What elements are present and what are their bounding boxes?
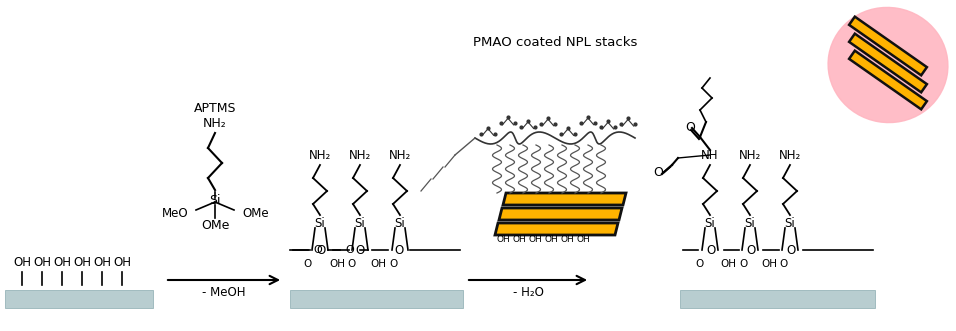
- Text: OH: OH: [329, 259, 345, 269]
- Polygon shape: [849, 34, 927, 92]
- Text: NH: NH: [702, 149, 719, 162]
- Text: O: O: [314, 245, 322, 255]
- Text: NH₂: NH₂: [203, 117, 227, 129]
- Text: Si: Si: [705, 216, 715, 229]
- Text: NH₂: NH₂: [309, 149, 331, 162]
- Text: OH: OH: [528, 235, 542, 245]
- Text: Si: Si: [355, 216, 365, 229]
- Text: O: O: [787, 244, 795, 257]
- Bar: [5, 290, 153, 308]
- Polygon shape: [849, 17, 927, 75]
- Text: OMe: OMe: [242, 207, 269, 219]
- Text: Si: Si: [785, 216, 795, 229]
- Polygon shape: [499, 208, 622, 220]
- Polygon shape: [495, 223, 618, 235]
- Text: OH: OH: [544, 235, 558, 245]
- Text: OH: OH: [13, 256, 31, 268]
- Text: OH: OH: [512, 235, 526, 245]
- Text: O: O: [389, 259, 397, 269]
- Text: Si: Si: [395, 216, 405, 229]
- Text: OH: OH: [560, 235, 574, 245]
- Text: O: O: [346, 245, 355, 255]
- Bar: [290, 290, 463, 308]
- Text: OH: OH: [33, 256, 51, 268]
- Ellipse shape: [828, 7, 948, 122]
- Text: NH₂: NH₂: [349, 149, 371, 162]
- Text: MeO: MeO: [162, 207, 188, 219]
- Text: O: O: [780, 259, 788, 269]
- Text: NH₂: NH₂: [739, 149, 761, 162]
- Text: NH₂: NH₂: [389, 149, 411, 162]
- Text: O: O: [685, 120, 695, 133]
- Text: OH: OH: [370, 259, 386, 269]
- Text: - MeOH: - MeOH: [203, 287, 246, 300]
- Text: O: O: [740, 259, 749, 269]
- Text: O: O: [747, 244, 755, 257]
- Text: APTMS: APTMS: [194, 102, 236, 115]
- Text: Si: Si: [745, 216, 755, 229]
- Text: OH: OH: [576, 235, 590, 245]
- Text: OH: OH: [93, 256, 111, 268]
- Text: - H₂O: - H₂O: [512, 287, 543, 300]
- Text: O: O: [348, 259, 357, 269]
- Text: OH: OH: [113, 256, 131, 268]
- Text: OH: OH: [761, 259, 777, 269]
- Text: O: O: [304, 259, 312, 269]
- Text: PMAO coated NPL stacks: PMAO coated NPL stacks: [473, 35, 638, 49]
- Text: O: O: [395, 244, 403, 257]
- Text: OH: OH: [720, 259, 736, 269]
- Polygon shape: [503, 193, 626, 205]
- Text: Si: Si: [315, 216, 325, 229]
- Text: O: O: [706, 244, 716, 257]
- Text: O: O: [653, 166, 663, 178]
- Polygon shape: [849, 51, 927, 109]
- Text: O: O: [356, 244, 364, 257]
- Text: NH₂: NH₂: [779, 149, 801, 162]
- Text: O: O: [316, 244, 326, 257]
- Text: OMe: OMe: [201, 218, 229, 231]
- Text: OH: OH: [496, 235, 510, 245]
- Text: O: O: [696, 259, 705, 269]
- Text: OH: OH: [53, 256, 71, 268]
- Bar: [680, 290, 875, 308]
- Text: OH: OH: [73, 256, 91, 268]
- Text: Si: Si: [209, 194, 221, 207]
